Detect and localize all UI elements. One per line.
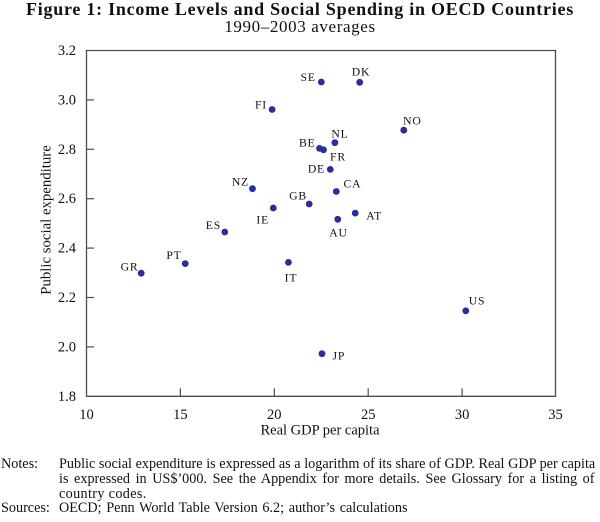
svg-text:IT: IT [285,272,298,285]
svg-text:GR: GR [121,261,139,274]
svg-text:2.6: 2.6 [58,191,76,207]
svg-text:3.0: 3.0 [58,92,76,108]
svg-text:2.4: 2.4 [58,241,77,257]
svg-text:20: 20 [267,407,282,423]
svg-text:FR: FR [330,151,346,164]
svg-text:2.2: 2.2 [58,290,76,306]
svg-text:FI: FI [255,99,267,112]
svg-text:BE: BE [299,137,316,150]
svg-text:15: 15 [173,407,188,423]
svg-text:35: 35 [548,407,563,423]
svg-text:1.8: 1.8 [58,389,76,405]
svg-text:3.2: 3.2 [58,43,76,59]
svg-text:SE: SE [301,71,316,84]
svg-text:JP: JP [333,350,346,363]
svg-text:US: US [469,295,486,308]
svg-text:PT: PT [166,249,181,262]
svg-text:ES: ES [206,219,221,232]
svg-text:DE: DE [308,163,325,176]
svg-text:2.0: 2.0 [58,339,76,355]
svg-text:IE: IE [256,214,269,227]
svg-text:NL: NL [331,128,348,141]
svg-text:25: 25 [361,407,376,423]
svg-text:10: 10 [79,407,94,423]
svg-text:GB: GB [289,190,307,203]
svg-text:AU: AU [329,227,347,240]
svg-text:NO: NO [403,114,421,127]
svg-text:NZ: NZ [232,176,249,189]
svg-text:30: 30 [455,407,470,423]
svg-text:CA: CA [344,177,362,190]
svg-text:DK: DK [352,65,370,78]
svg-text:Public social expenditure: Public social expenditure [39,145,55,295]
svg-text:Real GDP per capita: Real GDP per capita [260,423,380,439]
svg-text:AT: AT [366,210,382,223]
svg-text:2.8: 2.8 [58,142,76,158]
